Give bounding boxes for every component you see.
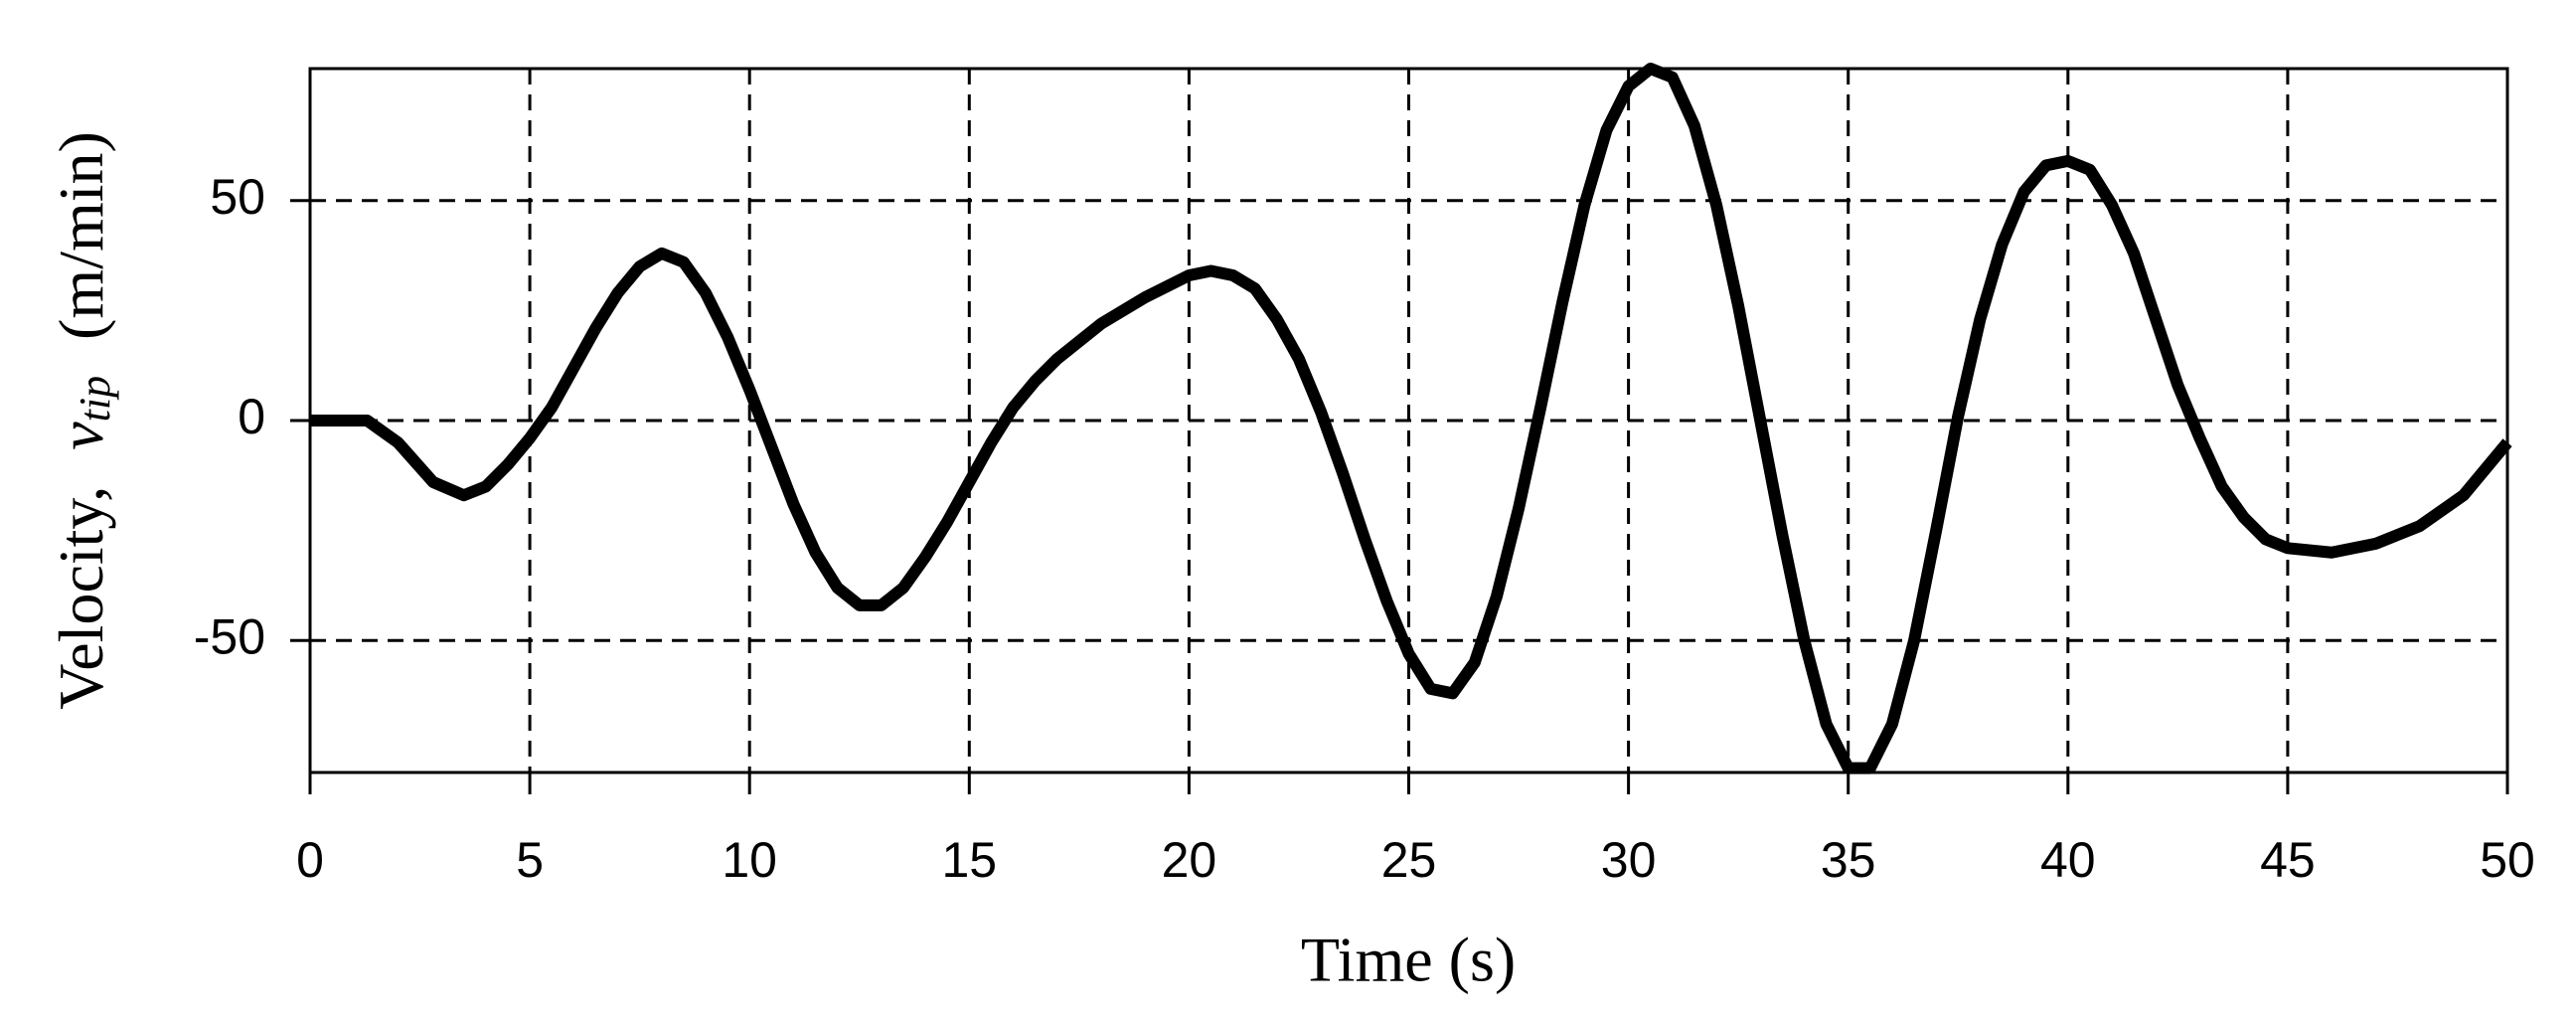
- y-tick-label: 50: [210, 169, 265, 225]
- x-tick-label: 25: [1381, 832, 1437, 888]
- y-label-unit: (m/min): [46, 131, 116, 340]
- x-tick-label: 30: [1601, 832, 1657, 888]
- x-tick-label: 10: [722, 832, 777, 888]
- line: [310, 63, 2512, 774]
- x-tick-label: 5: [516, 832, 544, 888]
- x-tick-label: 20: [1162, 832, 1217, 888]
- x-tick-label: 40: [2040, 832, 2096, 888]
- y-tick-label: 0: [238, 389, 265, 444]
- x-tick-label: 45: [2260, 832, 2316, 888]
- x-tick-label: 15: [941, 832, 997, 888]
- x-axis-label: Time (s): [1301, 925, 1516, 995]
- y-tick-label: -50: [194, 608, 265, 664]
- x-tick-label: 35: [1821, 832, 1876, 888]
- y-label-symbol: v: [46, 422, 116, 450]
- x-tick-label: 50: [2480, 832, 2535, 888]
- y-label-prefix: Velocity,: [46, 486, 116, 710]
- y-axis-label: Velocity, vtip (m/min): [46, 131, 128, 710]
- x-tick-label: 0: [296, 832, 324, 888]
- y-label-subscript: tip: [71, 376, 119, 422]
